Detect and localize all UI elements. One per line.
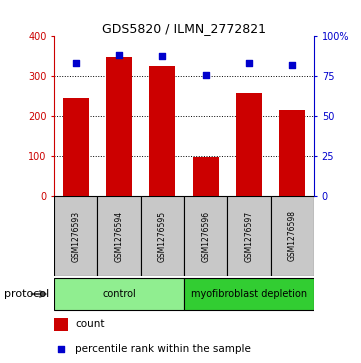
Point (203, 72, 209, 78)
Text: GSM1276594: GSM1276594 (115, 211, 123, 261)
Point (116, 53, 122, 58)
Bar (63, 98, 89, 196)
Bar (236, 93, 262, 196)
Text: GSM1276596: GSM1276596 (201, 211, 210, 261)
Title: GDS5820 / ILMN_2772821: GDS5820 / ILMN_2772821 (102, 22, 266, 35)
Text: GSM1276595: GSM1276595 (158, 211, 167, 261)
Text: control: control (102, 289, 136, 299)
Text: percentile rank within the sample: percentile rank within the sample (75, 344, 251, 354)
Text: count: count (75, 319, 104, 330)
Point (73, 60, 79, 66)
Bar (279, 110, 305, 196)
FancyBboxPatch shape (184, 196, 227, 276)
FancyBboxPatch shape (141, 196, 184, 276)
FancyBboxPatch shape (227, 196, 271, 276)
Point (246, 60, 252, 66)
Point (290, 62, 295, 68)
Point (58, 346, 64, 352)
Bar (149, 66, 175, 196)
Text: protocol: protocol (4, 289, 49, 299)
Text: GSM1276598: GSM1276598 (288, 211, 297, 261)
Bar (193, 157, 219, 196)
FancyBboxPatch shape (97, 196, 141, 276)
Text: GSM1276593: GSM1276593 (71, 211, 80, 261)
Bar (106, 57, 132, 196)
Point (160, 53, 165, 59)
FancyBboxPatch shape (184, 278, 314, 310)
Text: GSM1276597: GSM1276597 (245, 211, 253, 261)
Bar (54, 318, 69, 331)
FancyBboxPatch shape (271, 196, 314, 276)
FancyBboxPatch shape (54, 278, 184, 310)
FancyBboxPatch shape (54, 196, 97, 276)
Text: myofibroblast depletion: myofibroblast depletion (191, 289, 307, 299)
